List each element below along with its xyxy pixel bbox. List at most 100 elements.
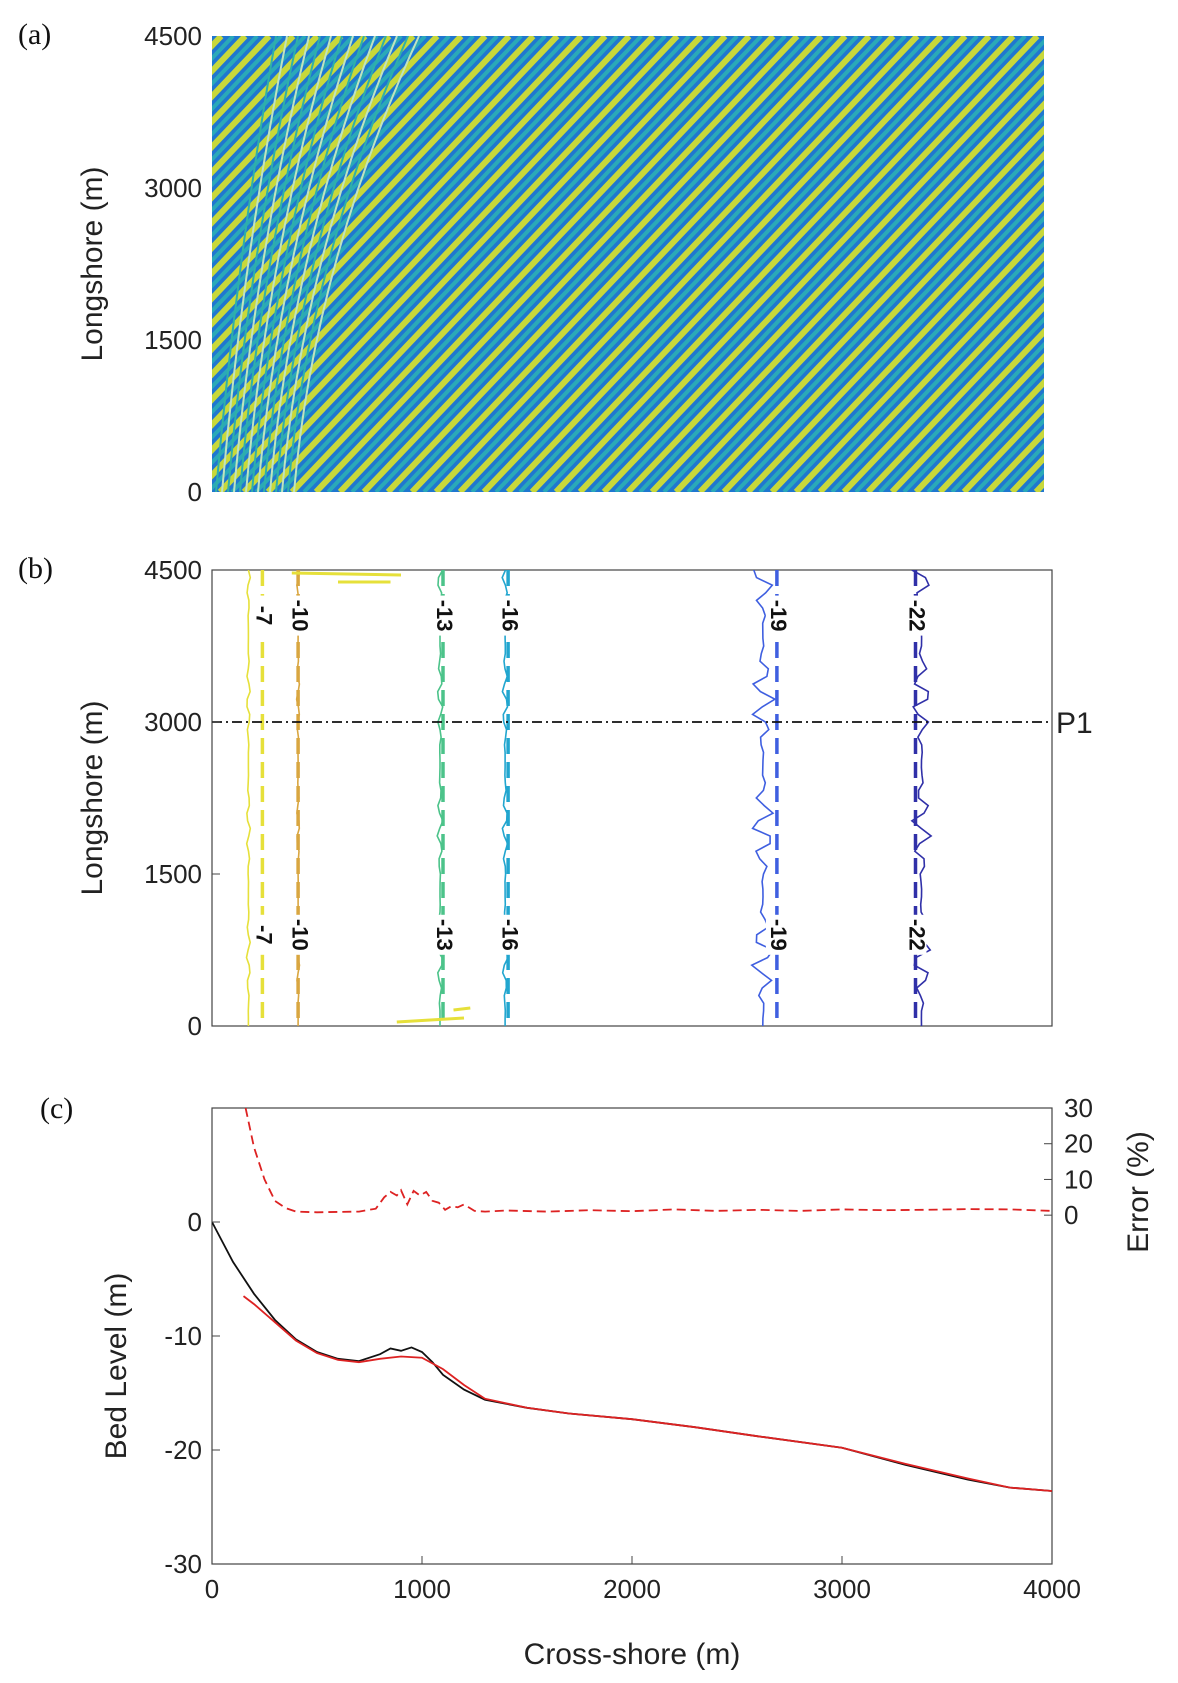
wave-crest-stripe [212,36,595,441]
wave-crest-stripe [457,36,896,492]
wave-crest-stripe [212,36,608,455]
wave-crest-stripe [446,36,883,492]
panel-b-ylabel: Longshore (m) [76,700,109,895]
wave-crest-stripe [817,251,1044,492]
wave-crest-stripe [590,36,1027,492]
nearshore-crest [233,36,310,492]
wave-crest-stripe [337,36,776,492]
wave-crest-stripe [734,164,1044,492]
panel-c-xtick-label: 1000 [393,1574,451,1604]
wave-crest-stripe [470,36,907,492]
wave-crest-stripe [841,277,1044,492]
panel-a-ylabel: Longshore (m) [76,166,109,361]
wave-crest-stripe [422,36,859,492]
panel-c-xlabel: Cross-shore (m) [524,1638,741,1671]
wave-crest-stripe [212,36,320,152]
wave-crest-stripe [662,89,1044,492]
wave-crest-stripe [212,36,248,76]
wave-crest-stripe [212,36,331,163]
wave-crest-stripe [577,36,1016,492]
wave-crest-stripe [326,36,763,492]
wave-crest-stripe [913,352,1044,492]
wave-crest-stripe [686,114,1044,492]
contour-label-bg [904,595,927,636]
wave-crest-stripe [265,36,704,492]
panel-a-ytick-label: 1500 [144,325,202,355]
wave-crest-stripe [710,139,1044,492]
contour-label-bottom: -13 [432,919,457,951]
wave-crest-stripe [0,36,149,492]
nearshore-crest [257,36,354,492]
panel-a-heatmap [0,36,1178,492]
nearshore-crest [227,36,299,492]
panel-c-series [212,1108,1052,1492]
wave-crest-stripe [745,176,1044,492]
panel-c-xtick-label: 2000 [603,1574,661,1604]
wave-crest-stripe [212,36,632,480]
wave-crest-stripe [385,36,824,492]
wave-crest-stripe [553,36,992,492]
wave-crest-stripe [1072,36,1178,492]
wave-crest-stripe [926,366,1044,492]
contour-label-bottom: -7 [252,925,277,945]
panel-a-yticks: 0 1500 3000 4500 [144,21,202,507]
wave-crest-stripe [806,240,1044,492]
nearshore-crest [263,36,365,492]
contour-label-bg [497,914,520,955]
nearshore-crest [293,36,420,492]
contour-label-bg [497,595,520,636]
wave-crest-stripe [212,36,488,328]
panel-a-ytick-label: 3000 [144,173,202,203]
contour-label-bg [765,914,788,955]
series-estimated-bed-level [242,1295,1052,1492]
series-error [244,1108,1052,1214]
wave-crest-stripe [889,327,1044,492]
panel-c-ytick-right-label: 20 [1064,1129,1093,1159]
contour-label-top: -7 [252,606,277,626]
panel-b-contour-labels: -7 -7 -10 -10 -13 -13 -16 -16 -19 -19 -22 -22 [251,595,930,955]
contour-label-bg [287,595,310,636]
panel-b-contours [245,570,933,1026]
wave-crest-stripe [518,36,955,492]
wave-crest-stripe [313,36,752,492]
panel-b-ytick-label: 1500 [144,859,202,889]
wave-crest-stripe [494,36,931,492]
contour-label-bottom: -19 [766,919,791,951]
wave-crest-stripe [961,403,1044,492]
wave-crest-stripe [212,36,392,227]
contour-label-bottom: -22 [905,919,930,951]
wave-crest-stripe [878,316,1044,492]
wave-crest-stripe [409,36,848,492]
panel-c-ylabel-right: Error (%) [1122,1131,1155,1253]
wave-crest-stripe [950,392,1044,492]
measured-contour--22 [910,570,933,1026]
panel-c-xticks: 0 1000 2000 3000 4000 [205,1556,1081,1604]
wave-crest-stripe [212,36,235,62]
wave-crest-stripe [782,215,1044,492]
wave-crest-stripe [638,63,1044,492]
contour-label-bg [432,914,454,955]
contour-label-bg [765,595,788,636]
panel-a-label: (a) [18,18,51,51]
wave-crest-stripe [212,36,571,415]
wave-crest-stripe [542,36,979,492]
contour-label-bg [251,914,274,955]
wave-crest-stripe [212,36,368,202]
contour-label-bg [251,595,274,636]
wave-crest-stripe [758,190,1044,492]
contour-label-top: -10 [287,600,312,632]
wave-crest-stripe [865,302,1044,492]
wave-crest-stripe [212,36,427,264]
wave-crest-stripe [212,36,355,188]
measured-contour--19 [750,570,777,1026]
nearshore-crest [239,36,321,492]
wave-crest-stripe [937,378,1044,492]
wave-crest-stripe [212,36,307,138]
wave-crest-stripe [212,36,619,466]
wave-crest-stripe [212,36,536,379]
contour-spur-top [291,571,402,584]
panel-b-label: (b) [18,552,53,585]
contour-label-top: -13 [432,600,457,632]
contour-label-bg [432,595,454,636]
